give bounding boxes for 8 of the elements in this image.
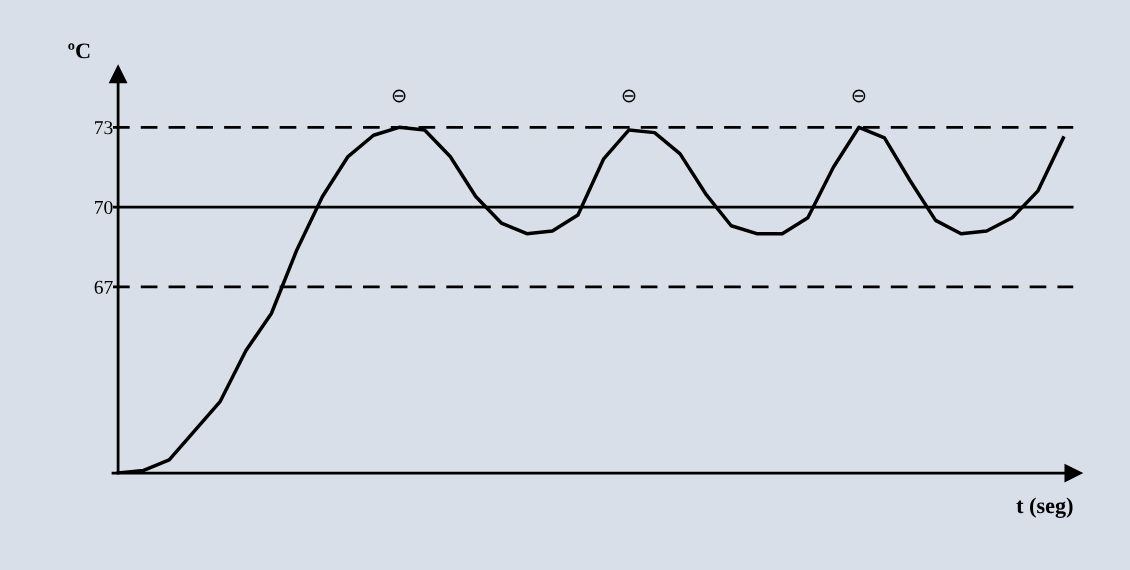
y-axis-title: ºC [68,43,90,59]
y-tick-label: 67 [94,280,113,294]
y-tick-label: 73 [95,121,113,135]
annotation: ⊖ [852,89,866,103]
y-tick-label: 70 [95,200,113,215]
annotation: ⊖ [622,89,636,103]
x-axis-title: t (seg) [1016,497,1073,518]
annotation: ⊖ [392,89,406,103]
